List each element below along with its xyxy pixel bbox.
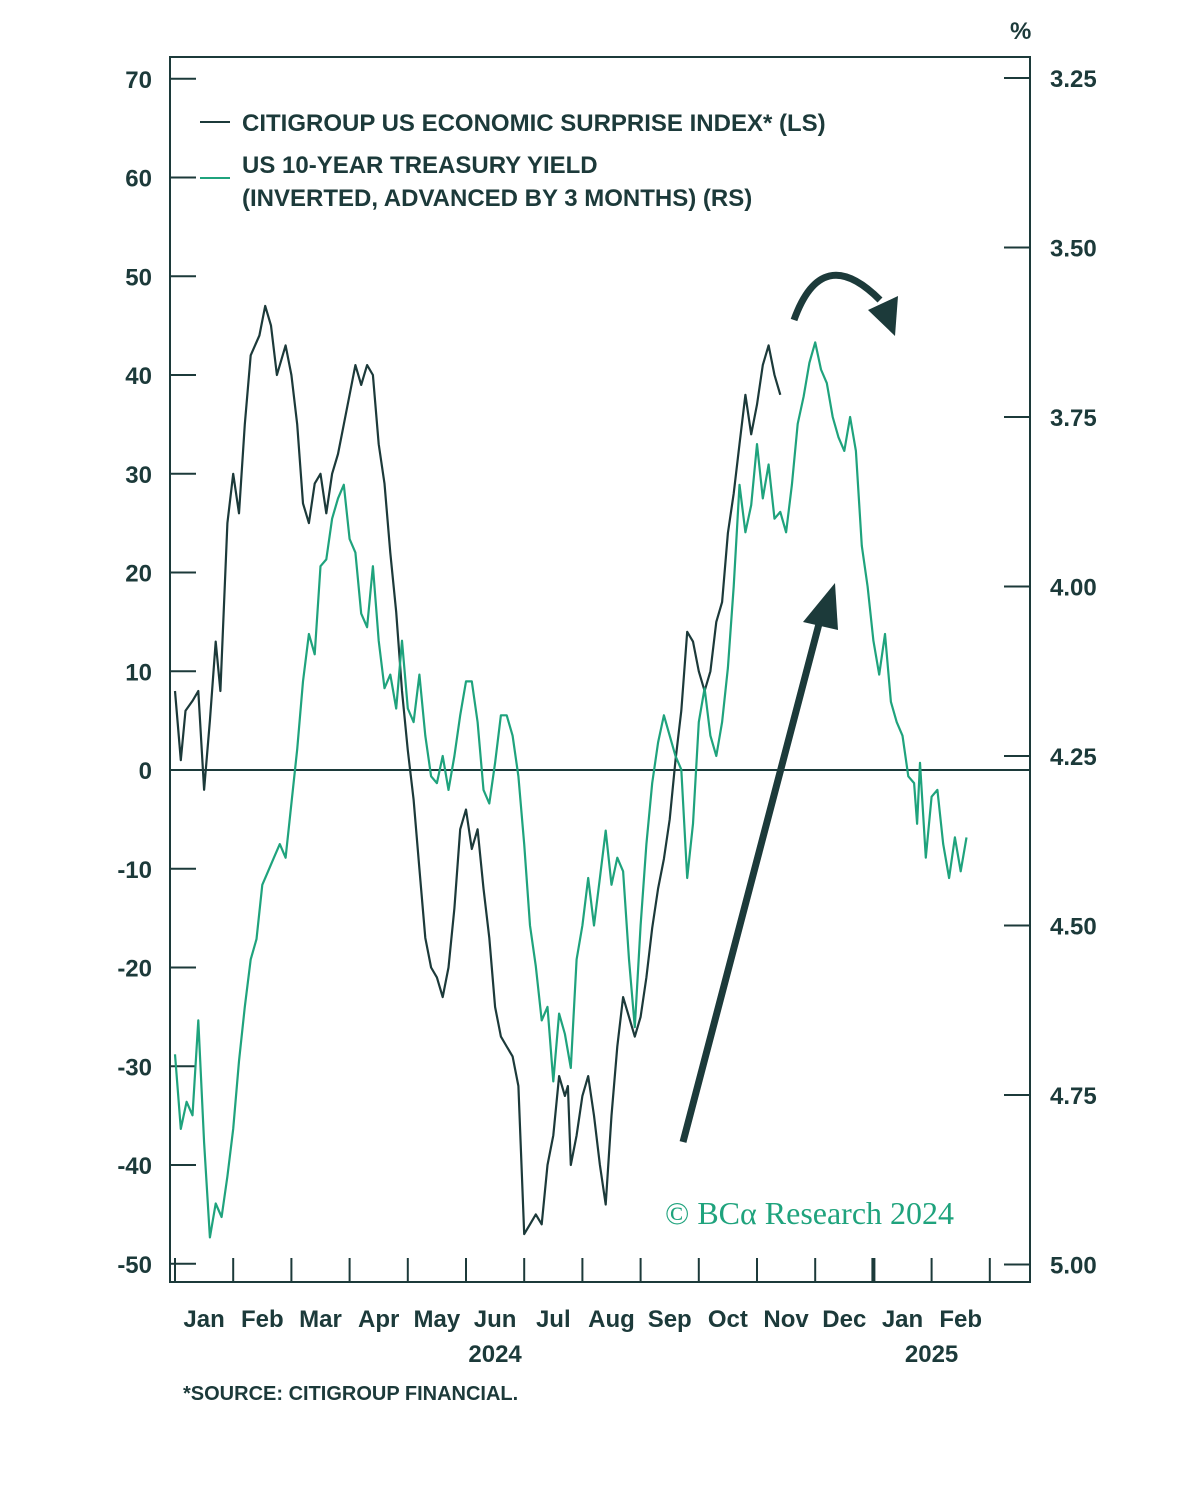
left-axis-tick-label: 40 [125, 363, 152, 390]
left-axis-tick-label: 70 [125, 67, 152, 94]
month-label: Sep [648, 1306, 692, 1333]
right-axis-tick-label: 4.25 [1050, 744, 1097, 771]
left-axis-tick-label: -20 [117, 956, 152, 983]
legend-label-surprise-index: CITIGROUP US ECONOMIC SURPRISE INDEX* (L… [242, 110, 826, 137]
right-axis-tick-label: 3.75 [1050, 405, 1097, 432]
month-label: Feb [939, 1306, 982, 1333]
year-label: 2024 [468, 1341, 522, 1368]
left-axis-tick-label: -50 [117, 1252, 152, 1279]
left-axis-tick-label: 50 [125, 264, 152, 291]
left-axis-tick-label: 10 [125, 659, 152, 686]
right-axis-tick-label: 3.50 [1050, 236, 1097, 263]
left-axis-tick-label: -10 [117, 857, 152, 884]
month-label: Aug [588, 1306, 635, 1333]
right-axis-tick-label: 4.75 [1050, 1083, 1097, 1110]
annotation-curved-arrow [790, 271, 898, 336]
series-line-surprise-index [173, 304, 782, 1236]
plot-frame [169, 56, 1031, 1283]
left-axis-tick-label: -40 [117, 1153, 152, 1180]
left-axis-tick-label: 20 [125, 561, 152, 588]
month-label: Nov [763, 1306, 809, 1333]
legend-label-treasury-yield-line1: US 10-YEAR TREASURY YIELD [242, 152, 598, 179]
month-label: Jan [183, 1306, 224, 1333]
left-axis-tick-label: 60 [125, 166, 152, 193]
month-label: Jun [474, 1306, 517, 1333]
month-label: Oct [708, 1306, 748, 1333]
month-label: Mar [299, 1306, 342, 1333]
source-footnote: *SOURCE: CITIGROUP FINANCIAL. [183, 1383, 519, 1405]
left-axis-tick-label: 30 [125, 462, 152, 489]
legend: CITIGROUP US ECONOMIC SURPRISE INDEX* (L… [200, 110, 826, 212]
right-axis-tick-label: 3.25 [1050, 66, 1097, 93]
month-label: Dec [822, 1306, 866, 1333]
watermark: © BCα Research 2024 [665, 1195, 954, 1231]
right-axis-unit-label: % [1010, 18, 1031, 45]
legend-label-treasury-yield-line2: (INVERTED, ADVANCED BY 3 MONTHS) (RS) [242, 185, 752, 212]
month-label: Apr [358, 1306, 399, 1333]
annotation-rising-arrow [679, 583, 838, 1143]
month-label: Jul [536, 1306, 571, 1333]
left-axis-tick-label: 0 [139, 758, 152, 785]
right-axis-tick-label: 4.50 [1050, 914, 1097, 941]
right-axis-tick-label: 4.00 [1050, 575, 1097, 602]
year-label: 2025 [905, 1341, 958, 1368]
series-line-treasury-yield [173, 341, 968, 1239]
month-label: May [414, 1306, 461, 1333]
month-label: Jan [882, 1306, 923, 1333]
right-axis-tick-label: 5.00 [1050, 1253, 1097, 1280]
month-label: Feb [241, 1306, 284, 1333]
left-axis-tick-label: -30 [117, 1054, 152, 1081]
